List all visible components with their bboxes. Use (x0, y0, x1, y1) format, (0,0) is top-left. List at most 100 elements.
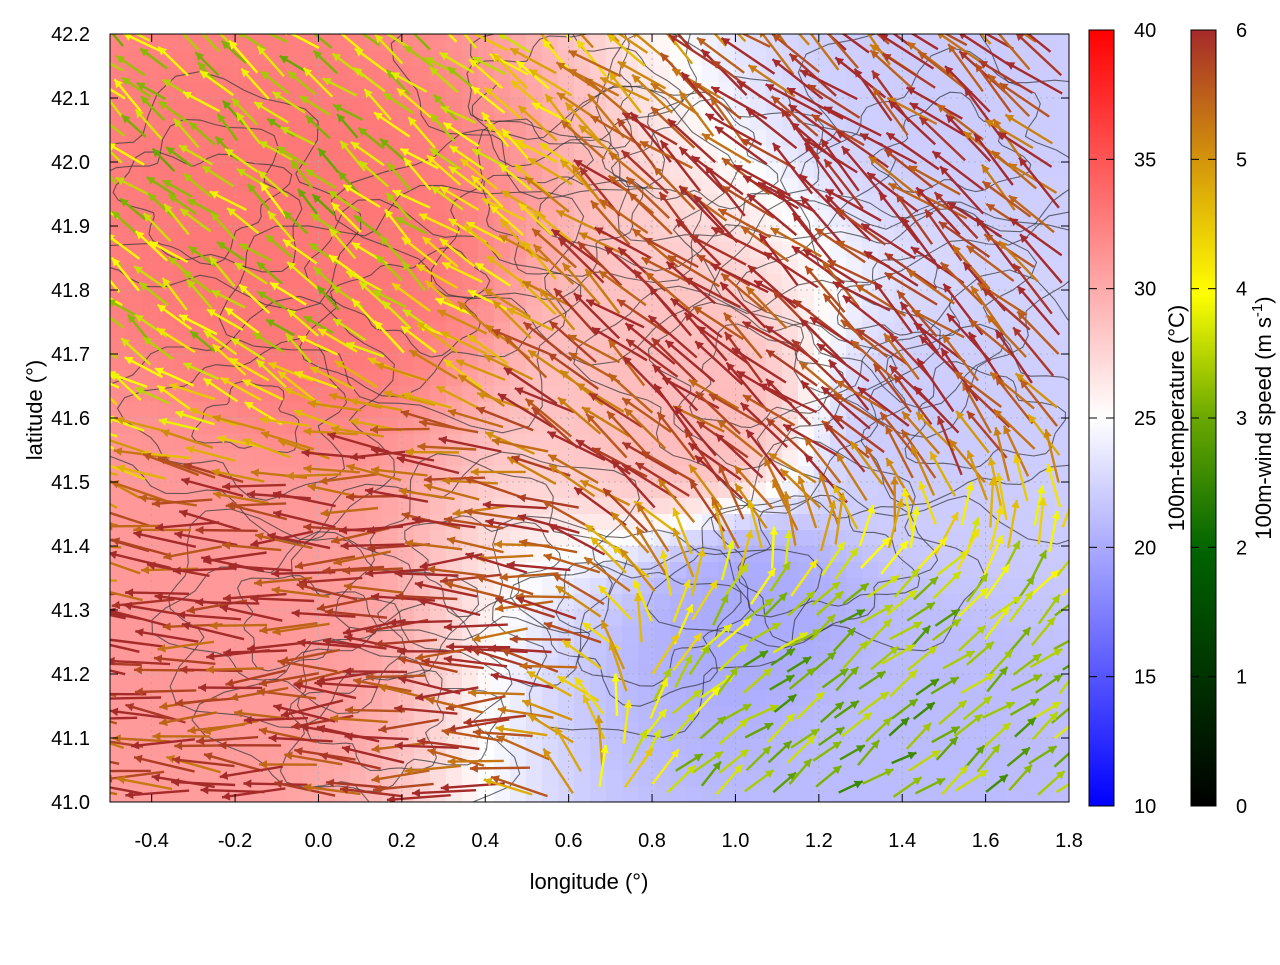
temperature-cell (782, 754, 799, 771)
temperature-cell (286, 418, 303, 435)
temperature-cell (174, 514, 191, 531)
wind-vector-head (114, 22, 123, 30)
temperature-cell (158, 402, 175, 419)
temperature-cell (622, 706, 639, 723)
temperature-cell (958, 434, 975, 451)
temperature-cell (1038, 114, 1055, 131)
plot-area (5, 0, 1172, 832)
temperature-cell (782, 370, 799, 387)
temperature-cell (414, 66, 431, 83)
temperature-cell (622, 642, 639, 659)
temperature-cell (654, 738, 671, 755)
wind-vector-head (642, 1, 650, 10)
temperature-cell (942, 498, 959, 515)
temperature-cell (766, 162, 783, 179)
temperature-cell (382, 258, 399, 275)
temperature-cell (814, 658, 831, 675)
temperature-cell (190, 258, 207, 275)
wind-vector-head (173, 23, 182, 32)
temperature-cell (782, 546, 799, 563)
wind-vector-head (1072, 596, 1081, 604)
wind-vector-head (211, 25, 220, 33)
temperature-cell (654, 498, 671, 515)
wind-vector-head (327, 22, 336, 30)
temperature-cell (814, 738, 831, 755)
temperature-cell (158, 226, 175, 243)
temperature-cell (478, 210, 495, 227)
temperature-cell (606, 610, 623, 627)
temperature-cell (798, 530, 815, 547)
temperature-cell (254, 626, 271, 643)
temperature-cell (974, 546, 991, 563)
temperature-cell (1006, 578, 1023, 595)
wind-vector-head (87, 584, 96, 592)
temperature-cell (814, 210, 831, 227)
temperature-cell (942, 402, 959, 419)
temperature-cell (670, 770, 687, 787)
wind-vector-head (104, 522, 112, 531)
temperature-cell (750, 690, 767, 707)
temperature-cell (382, 498, 399, 515)
temperature-cell (206, 786, 223, 803)
wind-vector-head (799, 7, 808, 16)
wind-vector-shaft (271, 572, 335, 574)
temperature-cell (750, 562, 767, 579)
temperature-cell (1054, 290, 1071, 307)
temperature-cell (110, 34, 127, 51)
temperature-cell (1054, 114, 1071, 131)
temperature-cell (1054, 578, 1071, 595)
temperature-cell (302, 754, 319, 771)
temperature-cell (686, 290, 703, 307)
temperature-cell (510, 466, 527, 483)
temperature-cell (238, 82, 255, 99)
wind-vector-head (62, 512, 71, 521)
temperature-cell (494, 786, 511, 803)
temperature-cell (654, 594, 671, 611)
temperature-cell (702, 738, 719, 755)
temperature-cell (766, 114, 783, 131)
temperature-cell (126, 770, 143, 787)
temperature-cell (622, 658, 639, 675)
temperature-cell (398, 626, 415, 643)
temperature-cell (254, 514, 271, 531)
temperature-cell (302, 594, 319, 611)
temperature-cell (126, 498, 143, 515)
wind-vector-head (958, 18, 967, 26)
temperature-cell (846, 578, 863, 595)
temperature-cell (1038, 690, 1055, 707)
temperature-cell (206, 530, 223, 547)
temperature-cell (526, 34, 543, 51)
wind-vector-head (77, 635, 86, 643)
temperature-cell (1022, 450, 1039, 467)
wind-vector-head (544, 7, 552, 16)
wind-vector-head (992, 25, 1000, 34)
temperature-cell (606, 738, 623, 755)
temperature-cell (878, 210, 895, 227)
temperature-cell (846, 82, 863, 99)
wind-vector-head (89, 532, 98, 540)
temperature-cell (958, 98, 975, 115)
wind-vector-head (90, 53, 99, 61)
temperature-cell (686, 722, 703, 739)
temperature-cell (1054, 50, 1071, 67)
wind-vector-head (80, 370, 89, 378)
temperature-cell (974, 610, 991, 627)
temperature-cell (590, 786, 607, 803)
temperature-cell (1054, 34, 1071, 51)
temperature-cell (910, 546, 927, 563)
temperature-cell (222, 546, 239, 563)
temperature-cell (990, 690, 1007, 707)
wind-vector-head (651, 2, 659, 11)
temperature-cell (990, 786, 1007, 803)
temperature-cell (174, 674, 191, 691)
temperature-cell (558, 786, 575, 803)
temperature-cell (350, 98, 367, 115)
temperature-cell (958, 626, 975, 643)
temperature-cell (878, 114, 895, 131)
temperature-cell (718, 722, 735, 739)
temperature-cell (878, 626, 895, 643)
wind-vector-head (84, 372, 93, 381)
temperature-cell (862, 546, 879, 563)
wind-vector-head (708, 3, 717, 12)
temperature-cell (542, 770, 559, 787)
